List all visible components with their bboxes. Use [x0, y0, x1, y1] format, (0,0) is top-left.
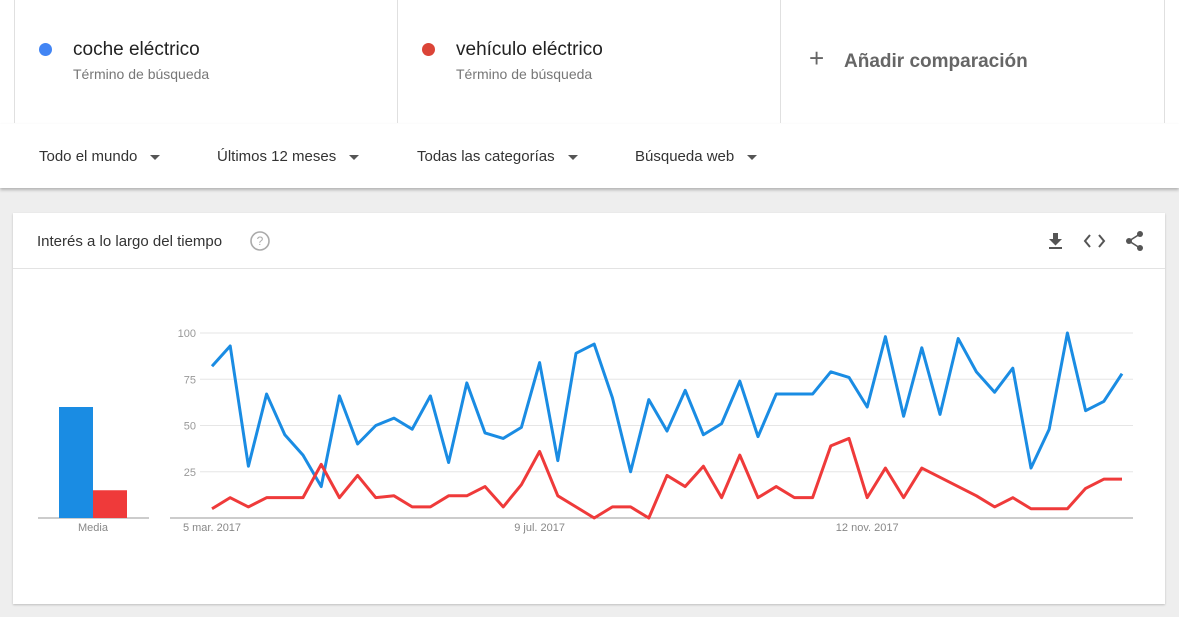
filter-dropdown[interactable]: Todo el mundo	[39, 148, 160, 165]
filter-dropdown[interactable]: Búsqueda web	[635, 148, 757, 165]
filter-bar: Todo el mundo Últimos 12 meses Todas las…	[0, 124, 1179, 188]
chart-card: Interés a lo largo del tiempo ?	[13, 213, 1165, 604]
average-label: Media	[78, 522, 109, 534]
y-tick-label: 100	[178, 328, 196, 340]
y-tick-label: 25	[184, 467, 196, 479]
term-cell[interactable]: coche eléctrico Término de búsqueda	[14, 0, 397, 123]
term[interactable]: vehículo eléctrico	[456, 39, 603, 60]
series-line	[210, 331, 1124, 489]
term[interactable]: coche eléctrico	[73, 39, 200, 60]
filter-dropdown[interactable]: Todas las categorías	[417, 148, 578, 165]
embed-icon[interactable]	[1083, 234, 1106, 248]
x-tick-label: 9 jul. 2017	[514, 522, 565, 534]
x-tick-label: 5 mar. 2017	[183, 522, 241, 534]
term-type: Término de búsqueda	[456, 66, 593, 82]
y-tick-label: 50	[184, 421, 196, 433]
term-dot	[39, 43, 52, 56]
term-dot	[422, 43, 435, 56]
download-icon[interactable]	[1049, 233, 1062, 249]
term-cell[interactable]: vehículo eléctrico Término de búsqueda	[397, 0, 780, 123]
average-bar	[93, 490, 127, 518]
series-line	[211, 436, 1122, 520]
filter-dropdown[interactable]: Últimos 12 meses	[217, 148, 359, 165]
svg-text:?: ?	[257, 234, 264, 248]
add-label[interactable]: Añadir comparación	[844, 51, 1028, 72]
term-header: coche eléctrico Término de búsqueda vehí…	[0, 0, 1179, 125]
plus-icon: +	[809, 43, 825, 73]
card-icons: ?	[250, 231, 1143, 251]
add-comparison[interactable]: + Añadir comparación	[780, 0, 1165, 123]
average-bar	[59, 407, 93, 518]
card-title: Interés a lo largo del tiempo	[37, 233, 223, 250]
y-tick-label: 75	[184, 374, 196, 386]
x-tick-label: 12 nov. 2017	[836, 522, 899, 534]
card-header: Interés a lo largo del tiempo ?	[13, 213, 1165, 269]
share-icon[interactable]	[1126, 231, 1143, 251]
term-type: Término de búsqueda	[73, 66, 210, 82]
help-icon[interactable]: ?	[250, 231, 270, 251]
